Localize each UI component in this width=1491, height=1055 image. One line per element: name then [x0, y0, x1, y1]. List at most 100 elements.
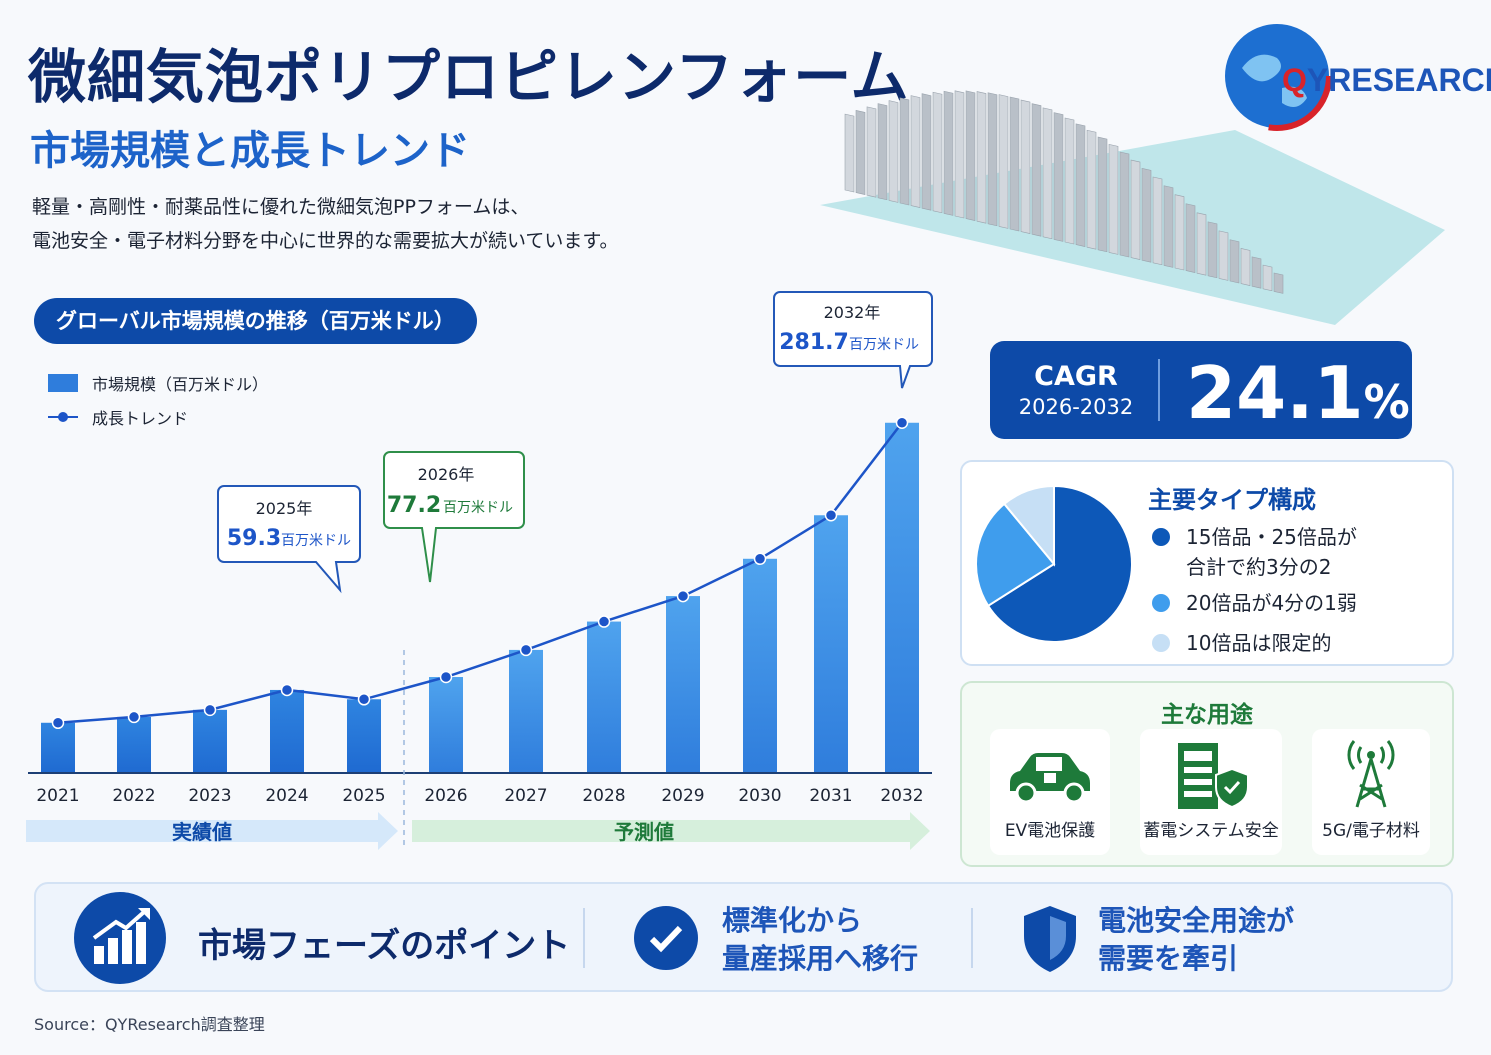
- use-5g-label: 5G/電子材料: [1322, 821, 1420, 841]
- x-tick-2023: 2023: [188, 786, 231, 806]
- cagr-label: CAGR: [1034, 361, 1118, 392]
- bar-2031: [814, 515, 848, 773]
- x-tick-2025: 2025: [342, 786, 385, 806]
- market-phase-title: 市場フェーズのポイント: [198, 926, 571, 966]
- bar-2024: [270, 689, 304, 773]
- description: 軽量・高剛性・耐薬品性に優れた微細気泡PPフォームは、 電池安全・電子材料分野を…: [32, 190, 619, 258]
- point-battery-demand: 電池安全用途が 需要を牽引: [1098, 904, 1295, 975]
- foam-fin: [899, 97, 910, 206]
- legend-line-label: 成長トレンド: [92, 409, 189, 428]
- foam-fin: [910, 95, 921, 208]
- foam-illustration: [820, 90, 1445, 325]
- trend-line: [57, 421, 903, 725]
- chart-title-pill: グローバル市場規模の推移（百万米ドル）: [34, 298, 477, 344]
- foam-fin: [1152, 176, 1163, 266]
- legend-bar-label: 市場規模（百万米ドル）: [92, 375, 269, 394]
- foam-fin: [1196, 212, 1207, 276]
- type-item-1: 15倍品・25倍品が 合計で約3分の2: [1152, 522, 1357, 582]
- trend-point-2032: [895, 416, 909, 430]
- bar-2028: [587, 621, 621, 773]
- foam-fin: [1009, 96, 1020, 232]
- bar-2032: [885, 422, 919, 773]
- trend-point-2024: [280, 683, 294, 697]
- legend-line-swatch: [48, 412, 78, 422]
- callout-2032-value: 281.7: [779, 330, 849, 355]
- use-ev: EV電池保護: [990, 729, 1110, 855]
- x-tick-2027: 2027: [504, 786, 547, 806]
- trend-point-2026: [439, 670, 453, 684]
- callout-2026-value: 77.2: [387, 493, 441, 518]
- foam-fin: [998, 94, 1009, 229]
- check-circle-icon: [634, 906, 698, 970]
- type-dot-3: [1152, 634, 1170, 652]
- bar-2027: [509, 649, 543, 773]
- foam-fin: [1251, 256, 1262, 289]
- antenna-tower-icon: [1347, 740, 1395, 808]
- foam-fin: [1064, 117, 1075, 245]
- trend-point-2023: [203, 703, 217, 717]
- foam-fin: [1229, 239, 1240, 284]
- type-dot-1: [1152, 528, 1170, 546]
- foam-fin: [877, 103, 888, 201]
- callout-2032-unit: 百万米ドル: [849, 337, 919, 353]
- foam-fin: [965, 90, 976, 221]
- chart-legend: 市場規模（百万米ドル） 成長トレンド: [48, 366, 268, 434]
- foam-fin: [1097, 136, 1108, 253]
- x-tick-2032: 2032: [880, 786, 923, 806]
- storage-shield-icon: [1178, 743, 1249, 809]
- foam-fin: [888, 100, 899, 203]
- uses-card: 主な用途 EV電池保護 蓄電システム安全 5G/電子材料: [960, 681, 1454, 867]
- use-storage: 蓄電システム安全: [1140, 729, 1282, 855]
- bar-2030: [743, 558, 777, 773]
- growth-chart-icon: [74, 892, 166, 984]
- pie-slice-1: [986, 484, 1133, 643]
- trend-point-2031: [824, 509, 838, 522]
- logo-text: QYRESEARCH: [1282, 62, 1491, 98]
- callout-2025: 2025年 59.3 百万米ドル: [217, 485, 361, 594]
- callout-2026-unit: 百万米ドル: [443, 500, 513, 516]
- bar-2026: [429, 677, 463, 773]
- type-dot-2: [1152, 594, 1170, 612]
- bar-2025: [347, 699, 381, 773]
- forecast-phase-arrow: [412, 812, 930, 850]
- foam-fin: [1174, 194, 1185, 271]
- use-ev-label: EV電池保護: [1004, 821, 1096, 841]
- shield-icon: [1024, 906, 1076, 972]
- forecast-phase-label: 予測値: [614, 820, 674, 844]
- point-standardization: 標準化から 量産採用へ移行: [722, 904, 919, 975]
- foam-fin: [844, 113, 855, 193]
- callout-2025-unit: 百万米ドル: [281, 533, 351, 549]
- cagr-value: 24.1%: [1186, 351, 1410, 435]
- x-tick-2021: 2021: [36, 786, 79, 806]
- types-card: 主要タイプ構成 15倍品・25倍品が 合計で約3分の2 20倍品が4分の1弱 10…: [960, 460, 1454, 666]
- foam-fin: [921, 93, 932, 211]
- foam-fin: [1141, 167, 1152, 263]
- page-subtitle: 市場規模と成長トレンド: [30, 128, 470, 174]
- type-item-3: 10倍品は限定的: [1152, 628, 1331, 658]
- foam-fin: [976, 91, 987, 224]
- foam-fin: [1163, 185, 1174, 268]
- foam-fin: [1053, 112, 1064, 242]
- trend-point-2027: [519, 643, 533, 657]
- pie-slice-3: [1002, 484, 1055, 567]
- actual-phase-arrow: [26, 812, 398, 850]
- type-item-2: 20倍品が4分の1弱: [1152, 588, 1357, 618]
- qyresearch-logo: [1222, 21, 1332, 131]
- trend-point-2030: [753, 552, 767, 566]
- foam-fin: [1240, 248, 1251, 286]
- foam-fin: [1020, 99, 1031, 234]
- bar-2022: [117, 716, 151, 773]
- callout-2032: 2032年 281.7 百万米ドル: [773, 291, 933, 389]
- callout-2026-year: 2026年: [418, 465, 475, 484]
- cagr-divider: [1158, 359, 1160, 421]
- foam-fin: [1218, 230, 1229, 281]
- band-separator-1: [583, 908, 585, 968]
- foam-fin: [1042, 107, 1053, 240]
- uses-title: 主な用途: [1161, 702, 1253, 728]
- x-tick-2024: 2024: [265, 786, 308, 806]
- trend-point-2022: [127, 710, 141, 724]
- foam-fin: [1075, 123, 1086, 247]
- pie-slice-2: [975, 502, 1056, 608]
- trend-point-2029: [676, 589, 690, 603]
- foam-fin: [855, 110, 866, 195]
